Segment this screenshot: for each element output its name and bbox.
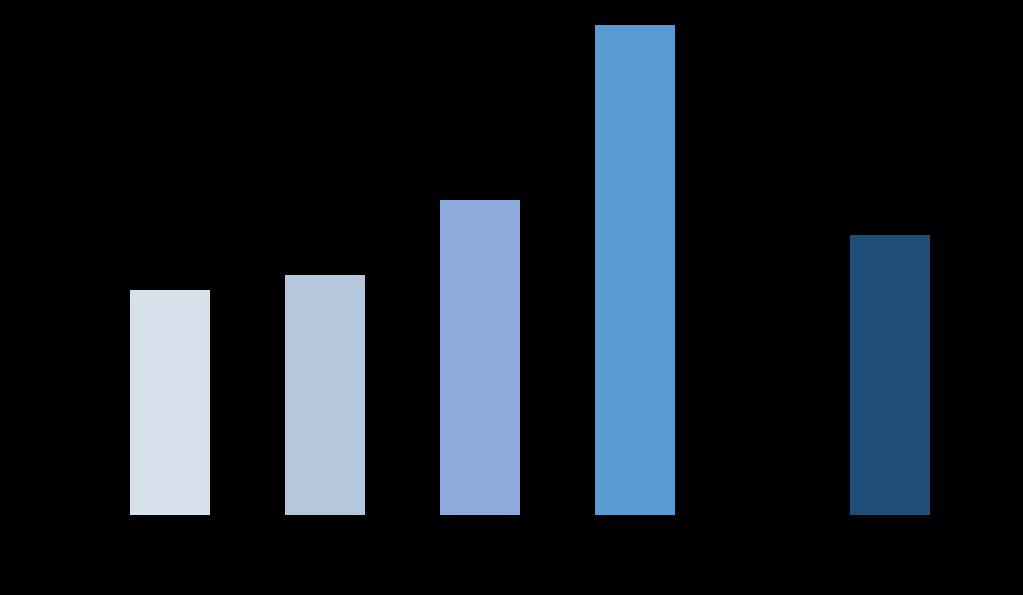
bar-2 [285,275,365,515]
bar-5 [850,235,930,515]
bar-chart [0,0,1023,595]
bar-4 [595,25,675,515]
bar-3 [440,200,520,515]
bar-1 [130,290,210,515]
